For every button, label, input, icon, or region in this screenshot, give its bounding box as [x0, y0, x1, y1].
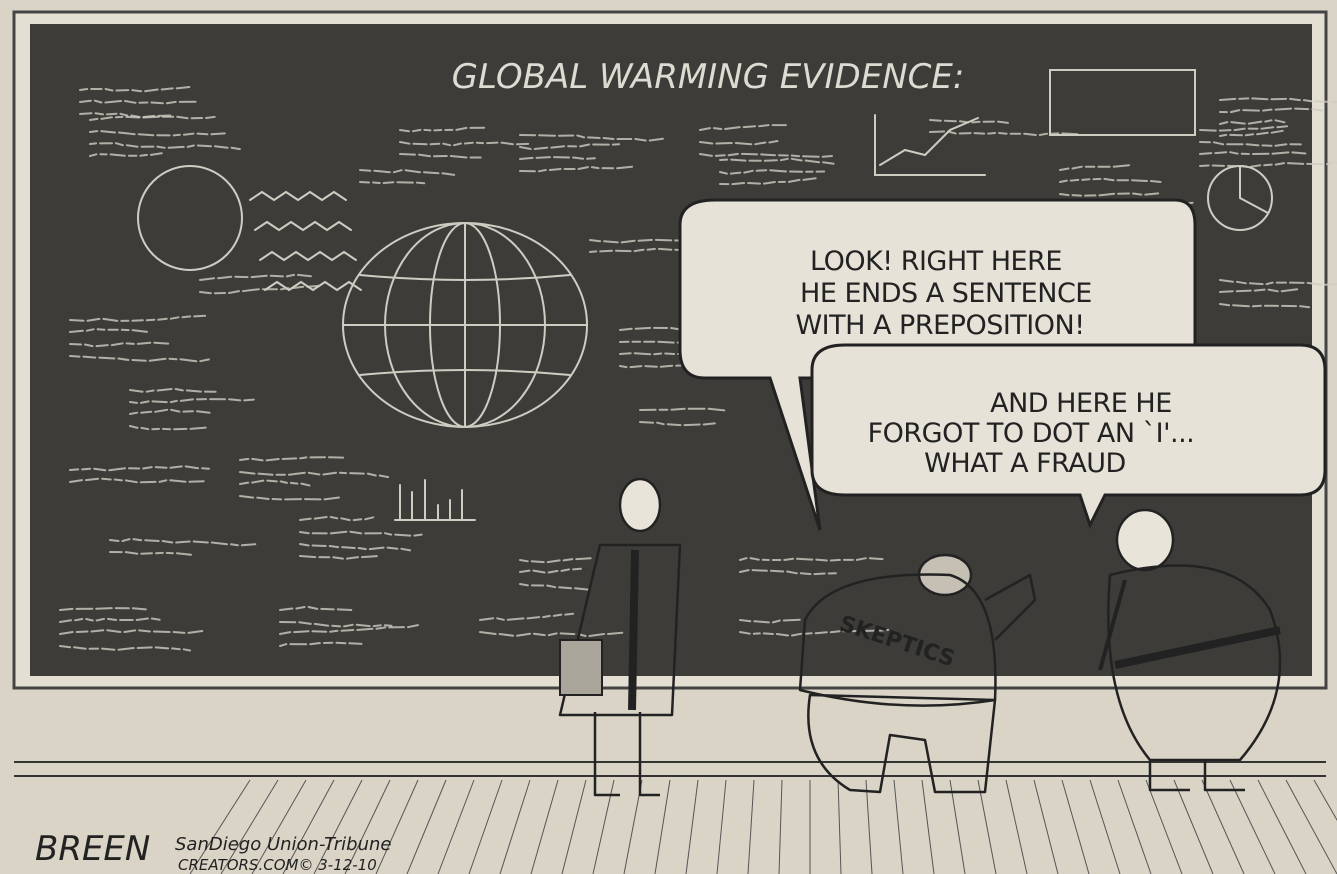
- board-title: GLOBAL WARMING EVIDENCE:: [452, 57, 965, 97]
- cartoon: GLOBAL WARMING EVIDENCE: SKEPTI: [0, 0, 1337, 874]
- bubble-line: HE ENDS A SENTENCE: [800, 278, 1092, 309]
- bubble-text: LOOK! RIGHT HERE HE ENDS A SENTENCE WITH…: [795, 246, 1099, 341]
- bubble-line: WHAT A FRAUD: [924, 448, 1126, 479]
- credit-paper: SanDiego Union-Tribune: [175, 834, 391, 855]
- bubble-line: FORGOT TO DOT AN `I'...: [868, 418, 1195, 449]
- bubble-line: AND HERE HE: [990, 388, 1172, 419]
- bubble-line: LOOK! RIGHT HERE: [810, 246, 1062, 277]
- credit-syndicate: CREATORS.COM© 3-12-10: [178, 856, 377, 874]
- bubble-line: WITH A PREPOSITION!: [795, 310, 1084, 341]
- signature: BREEN: [35, 829, 150, 869]
